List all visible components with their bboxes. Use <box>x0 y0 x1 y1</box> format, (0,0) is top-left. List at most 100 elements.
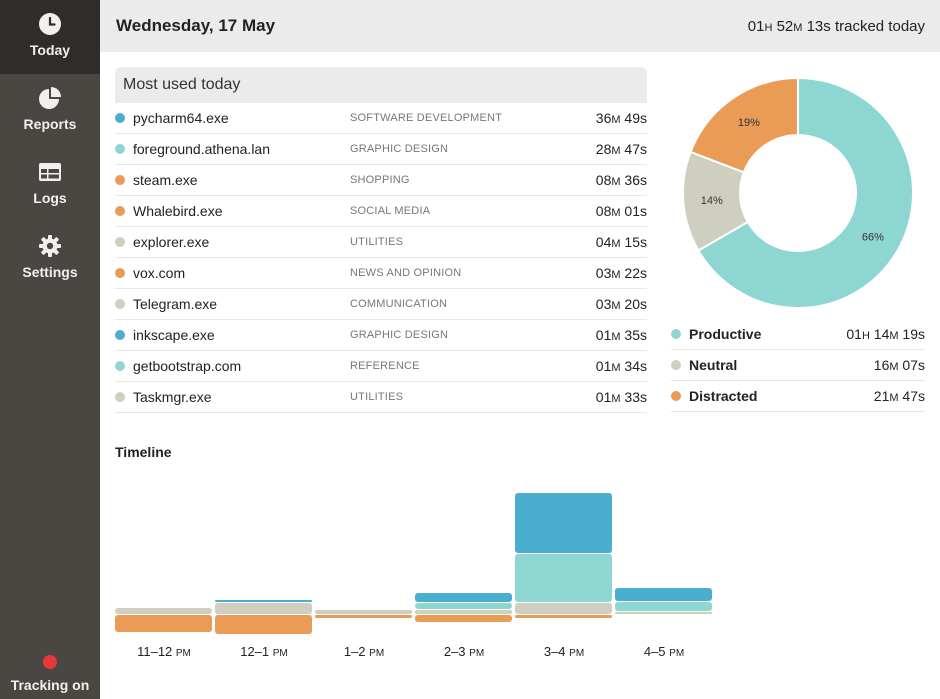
legend-item-distracted[interactable]: Distracted 21M 47s <box>671 381 925 412</box>
app-category: SOCIAL MEDIA <box>350 205 431 217</box>
tracked-suffix: tracked today <box>830 17 925 35</box>
app-name: Taskmgr.exe <box>133 389 212 405</box>
productivity-donut-chart: 66% 14% 19% <box>682 76 914 309</box>
category-color-dot <box>115 144 125 154</box>
list-item[interactable]: Telegram.exe COMMUNICATION 03M 20s <box>115 289 647 320</box>
timeline-bar-distracted[interactable] <box>215 615 312 635</box>
pie-chart-icon <box>39 87 61 109</box>
legend-time: 16M 07s <box>873 357 925 373</box>
app-name: Telegram.exe <box>133 296 218 312</box>
legend-label: Distracted <box>689 388 758 404</box>
timeline-hour-label: 4–5 PM <box>643 644 685 659</box>
list-item[interactable]: Whalebird.exe SOCIAL MEDIA 08M 01s <box>115 196 647 227</box>
legend-color-dot <box>671 329 681 339</box>
category-color-dot <box>115 175 125 185</box>
list-item[interactable]: getbootstrap.com REFERENCE 01M 34s <box>115 351 647 382</box>
app-name: steam.exe <box>133 172 198 188</box>
donut-label-neutral: 14% <box>701 195 723 207</box>
app-name: vox.com <box>133 265 186 281</box>
nav-item-logs[interactable]: Logs <box>0 148 100 222</box>
category-color-dot <box>115 330 125 340</box>
clock-icon <box>39 13 61 35</box>
timeline-bar-distracted[interactable] <box>415 615 512 623</box>
list-item[interactable]: inkscape.exe GRAPHIC DESIGN 01M 35s <box>115 320 647 351</box>
app-time: 01M 33s <box>595 389 647 405</box>
category-color-dot <box>115 299 125 309</box>
app-time: 03M 22s <box>595 265 647 281</box>
timeline-title: Timeline <box>115 444 172 460</box>
timeline-bar-neutral[interactable] <box>515 602 612 614</box>
timeline-hour-label: 2–3 PM <box>443 644 485 659</box>
app-name: foreground.athena.lan <box>133 141 270 157</box>
tracked-hours: 01 <box>747 17 765 35</box>
list-item[interactable]: steam.exe SHOPPING 08M 36s <box>115 165 647 196</box>
timeline-bar-dark[interactable] <box>615 587 712 602</box>
tracked-seconds: 13 <box>806 17 824 35</box>
app-time: 01M 35s <box>595 327 647 343</box>
timeline-hour-label: 12–1 PM <box>240 644 288 659</box>
timeline-bar-dark[interactable] <box>415 593 512 602</box>
sidebar: Today Reports Logs Settings Tracking on <box>0 0 100 699</box>
app-category: UTILITIES <box>350 236 404 248</box>
table-icon <box>39 163 61 181</box>
tracked-minutes: 52 <box>776 17 794 35</box>
app-time: 01M 34s <box>595 358 647 374</box>
timeline-bar-productive[interactable] <box>615 602 712 611</box>
legend-item-neutral[interactable]: Neutral 16M 07s <box>671 350 925 381</box>
timeline-bar-neutral[interactable] <box>315 610 412 614</box>
category-color-dot <box>115 113 125 123</box>
timeline-bar-productive[interactable] <box>415 602 512 610</box>
legend-color-dot <box>671 391 681 401</box>
app-name: inkscape.exe <box>133 327 215 343</box>
category-color-dot <box>115 237 125 247</box>
legend-color-dot <box>671 360 681 370</box>
app-time: 08M 36s <box>595 172 647 188</box>
list-item[interactable]: explorer.exe UTILITIES 04M 15s <box>115 227 647 258</box>
timeline-hour-label: 3–4 PM <box>543 644 585 659</box>
timeline-bar-distracted[interactable] <box>115 615 212 633</box>
app-category: GRAPHIC DESIGN <box>350 143 449 155</box>
timeline-bar-dark[interactable] <box>515 493 612 554</box>
legend-label: Productive <box>689 326 762 342</box>
donut-slice-distracted[interactable] <box>689 76 799 174</box>
app-name: Whalebird.exe <box>133 203 223 219</box>
app-category: GRAPHIC DESIGN <box>350 329 449 341</box>
timeline-bar-dark[interactable] <box>215 599 312 602</box>
list-item[interactable]: vox.com NEWS AND OPINION 03M 22s <box>115 258 647 289</box>
nav-item-reports[interactable]: Reports <box>0 74 100 148</box>
nav-label-logs: Logs <box>33 190 67 206</box>
nav-label-settings: Settings <box>22 264 78 280</box>
nav-label-reports: Reports <box>23 116 77 132</box>
timeline-bar-neutral[interactable] <box>415 610 512 614</box>
nav-label-today: Today <box>29 42 71 58</box>
app-category: COMMUNICATION <box>350 298 448 310</box>
list-item[interactable]: Taskmgr.exe UTILITIES 01M 33s <box>115 382 647 413</box>
timeline-bar-distracted[interactable] <box>315 615 412 618</box>
donut-slice-productive[interactable] <box>697 76 914 309</box>
timeline-bar-neutral[interactable] <box>615 612 712 614</box>
app-time: 08M 01s <box>595 203 647 219</box>
timeline-bar-neutral[interactable] <box>115 607 212 614</box>
legend-item-productive[interactable]: Productive 01H 14M 19s <box>671 319 925 350</box>
list-item[interactable]: foreground.athena.lan GRAPHIC DESIGN 28M 4… <box>115 134 647 165</box>
app-category: NEWS AND OPINION <box>350 267 462 279</box>
list-item[interactable]: pycharm64.exe SOFTWARE DEVELOPMENT 36M 49s <box>115 103 647 134</box>
nav-item-settings[interactable]: Settings <box>0 222 100 296</box>
timeline-bar-productive[interactable] <box>515 554 612 602</box>
app-time: 36M 49s <box>595 110 647 126</box>
most-used-title: Most used today <box>115 67 647 103</box>
page-title: Wednesday, 17 May <box>116 16 276 35</box>
app-time: 28M 47s <box>595 141 647 157</box>
donut-label-productive: 66% <box>862 231 884 243</box>
nav-item-today[interactable]: Today <box>0 0 100 74</box>
tracking-status-icon <box>43 655 57 669</box>
category-color-dot <box>115 206 125 216</box>
app-time: 04M 15s <box>595 234 647 250</box>
timeline-bar-neutral[interactable] <box>215 602 312 614</box>
category-color-dot <box>115 268 125 278</box>
app-name: explorer.exe <box>133 234 210 250</box>
timeline-bar-distracted[interactable] <box>515 615 612 618</box>
tracking-toggle[interactable]: Tracking on <box>0 655 100 693</box>
donut-label-distracted: 19% <box>738 117 760 129</box>
